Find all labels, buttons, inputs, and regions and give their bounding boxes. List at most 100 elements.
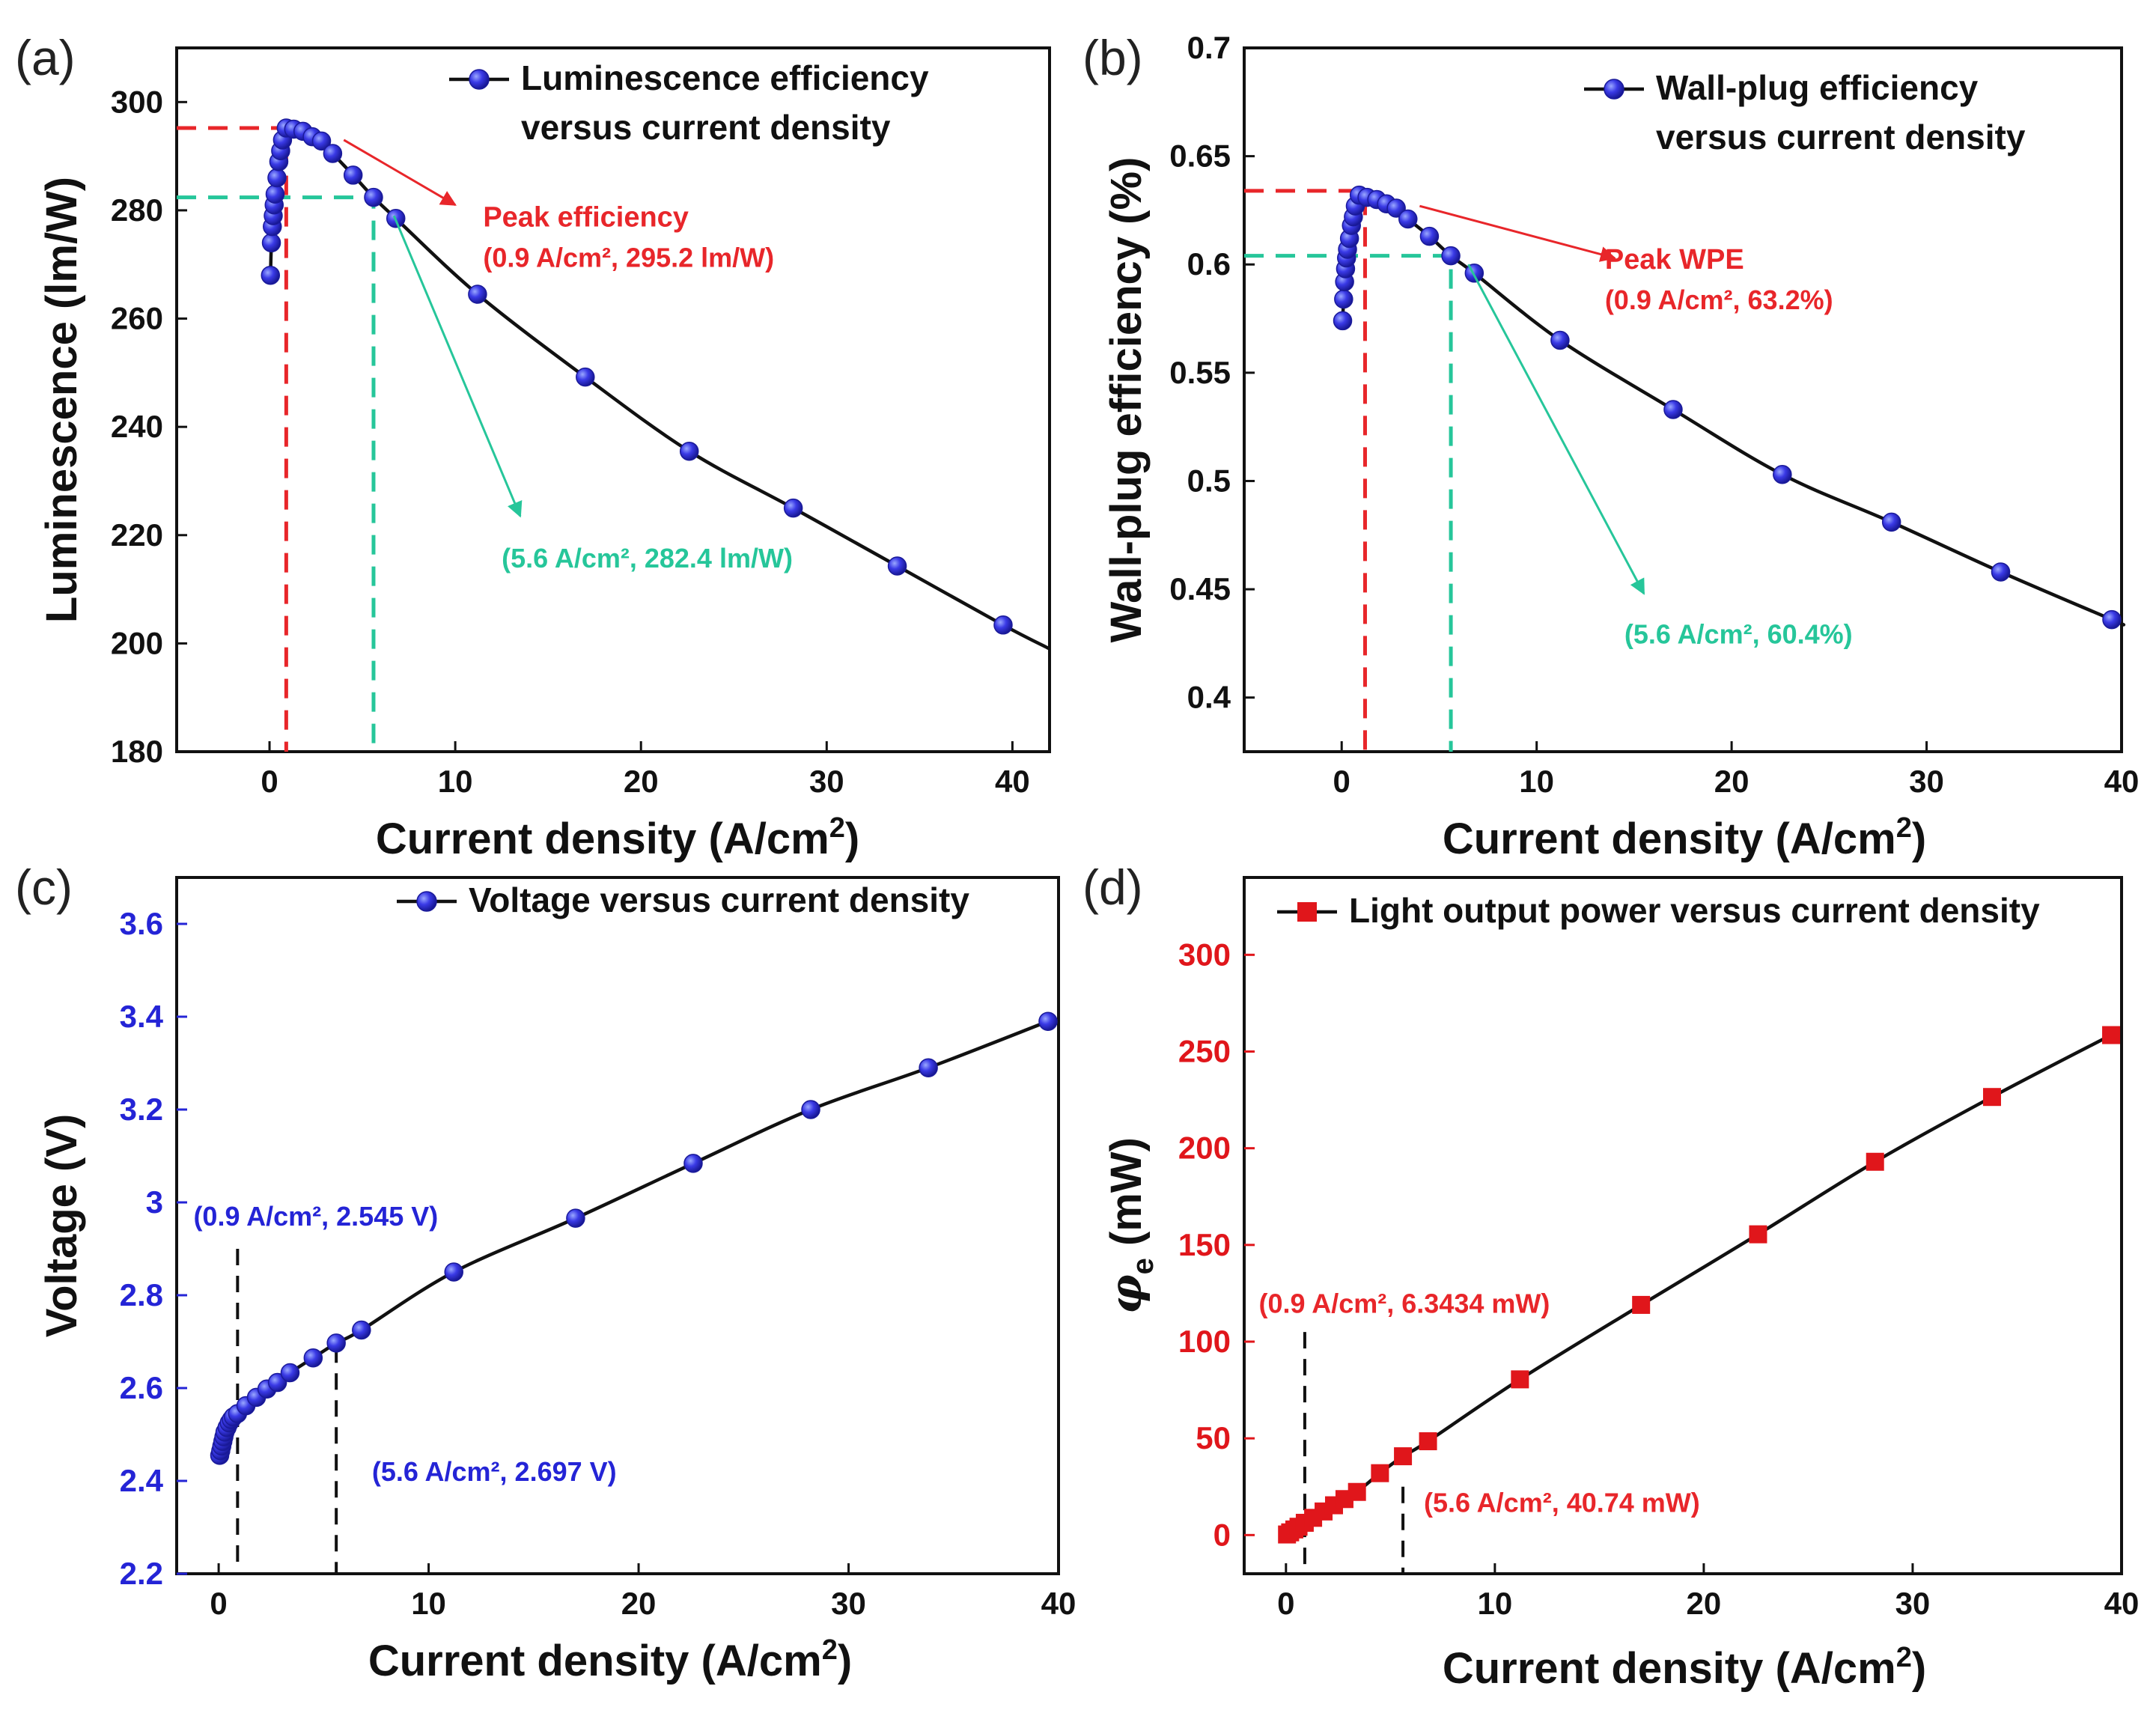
data-point (1386, 198, 1406, 218)
data-point (2102, 609, 2122, 630)
panel-b: (b) 0 10 20 30 40 0.4 0.45 0.5 0.55 0.6 0.65 0.7 Curr… (1082, 30, 2139, 863)
y-tick-label: 300 (1178, 937, 1231, 972)
x-tick-label: 0 (1277, 1586, 1294, 1621)
legend-label: Light output power versus current densit… (1349, 891, 2040, 930)
y-tick-label: 0 (1213, 1517, 1231, 1552)
data-point (326, 1333, 346, 1353)
reference-guide-line (1244, 254, 1453, 752)
legend: Light output power versus current densit… (1277, 891, 2040, 930)
data-point (576, 367, 595, 387)
data-point (887, 556, 907, 576)
x-tick-label: 40 (995, 764, 1030, 799)
data-point (468, 285, 487, 304)
data-point (1333, 311, 1353, 331)
data-point (1038, 1011, 1058, 1031)
y-tick-label: 3.4 (120, 999, 164, 1034)
annotation-text: (5.6 A/cm², 282.4 lm/W) (502, 543, 793, 573)
data-point (1348, 1482, 1366, 1501)
annotation-text: Peak WPE (1605, 244, 1744, 276)
data-point (1632, 1295, 1651, 1314)
legend-label: versus current density (1656, 118, 2026, 156)
annotation-arrow (392, 215, 523, 518)
y-tick-label: 2.4 (120, 1463, 164, 1498)
y-tick-label: 240 (111, 409, 163, 444)
y-tick-label: 0.55 (1169, 355, 1231, 390)
data-point (566, 1208, 585, 1228)
panel-label: (a) (15, 30, 76, 85)
y-tick-label: 0.45 (1169, 571, 1231, 606)
y-tick-label: 100 (1178, 1324, 1231, 1359)
y-tick-label: 2.8 (120, 1277, 163, 1312)
y-tick-label: 2.2 (120, 1556, 163, 1591)
y-tick-label: 50 (1196, 1420, 1231, 1455)
data-point (2102, 1026, 2121, 1044)
data-point (1881, 512, 1901, 532)
x-tick-label: 40 (2104, 764, 2140, 799)
data-point (267, 168, 287, 188)
x-tick-label: 30 (831, 1586, 866, 1621)
x-tick-label: 30 (1909, 764, 1944, 799)
y-tick-label: 3.2 (120, 1092, 163, 1127)
y-tick-label: 2.6 (120, 1370, 163, 1405)
legend-marker (1297, 902, 1317, 922)
legend-marker (469, 69, 490, 90)
y-tick-label: 180 (111, 734, 163, 769)
x-tick-label: 0 (1333, 764, 1350, 799)
data-point (1419, 226, 1440, 246)
plot-frame (1243, 876, 2123, 1575)
y-tick-label: 0.6 (1187, 246, 1231, 282)
data-point (261, 265, 281, 285)
data-point (679, 441, 699, 461)
data-point (993, 615, 1013, 635)
data-point (444, 1262, 463, 1282)
x-tick-label: 10 (1477, 1586, 1512, 1621)
x-tick-label: 10 (1519, 764, 1554, 799)
y-tick-label: 280 (111, 192, 163, 228)
panel-label: (c) (15, 859, 73, 915)
annotation-text: (0.9 A/cm², 2.545 V) (193, 1201, 438, 1232)
y-tick-label: 0.5 (1187, 463, 1231, 498)
data-point (1419, 1432, 1437, 1451)
data-point (1441, 246, 1461, 266)
y-tick-label: 0.4 (1187, 680, 1231, 715)
data-point (1511, 1370, 1529, 1389)
data-point (352, 1320, 371, 1340)
annotation-text: Peak efficiency (483, 202, 689, 234)
legend-label: versus current density (521, 108, 891, 147)
data-point (364, 187, 383, 207)
annotation-text: (5.6 A/cm², 40.74 mW) (1424, 1487, 1700, 1518)
data-point (265, 184, 285, 204)
data-point (1371, 1464, 1389, 1482)
annotation-text: (0.9 A/cm², 6.3434 mW) (1259, 1288, 1550, 1318)
annotation-text: (5.6 A/cm², 2.697 V) (372, 1456, 617, 1487)
legend: Wall-plug efficiency versus current densi… (1584, 68, 2026, 156)
legend-label: Voltage versus current density (469, 880, 969, 919)
plot-frame (175, 876, 1060, 1575)
x-tick-label: 30 (809, 764, 844, 799)
data-point (1749, 1225, 1767, 1244)
data-point (311, 131, 332, 151)
data-point (1866, 1152, 1884, 1171)
y-tick-label: 0.7 (1187, 30, 1231, 65)
x-tick-label: 20 (624, 764, 659, 799)
series-line (218, 1020, 1049, 1456)
x-tick-label: 20 (621, 1586, 657, 1621)
data-point (1773, 465, 1792, 484)
data-point (801, 1100, 820, 1119)
data-point (1550, 330, 1570, 350)
data-point (1398, 209, 1418, 229)
x-axis-title: Current density (A/cm2) (1443, 812, 1926, 863)
x-tick-label: 40 (2104, 1586, 2140, 1621)
legend-label: Luminescence efficiency (521, 58, 929, 97)
legend-marker (1604, 79, 1624, 100)
x-tick-label: 0 (261, 764, 278, 799)
data-point (683, 1154, 703, 1173)
y-tick-label: 150 (1178, 1227, 1231, 1262)
panel-label: (b) (1082, 30, 1143, 85)
x-axis-title: Current density (A/cm2) (1443, 1642, 1926, 1693)
legend: Luminescence efficiency versus current de… (449, 58, 929, 147)
panel-d: (d) 0 10 20 30 40 0 50 100 150 200 250 300 Current de… (1082, 859, 2139, 1693)
legend-marker (416, 891, 437, 912)
data-point (343, 165, 363, 185)
y-tick-label: 3.6 (120, 906, 163, 941)
